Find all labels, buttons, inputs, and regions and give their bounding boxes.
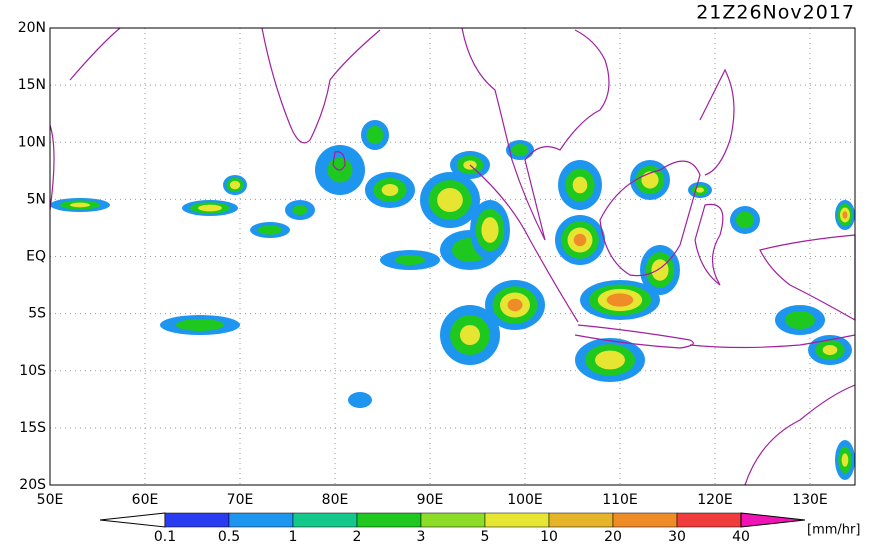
lat-label: 10S [19, 363, 46, 379]
rain-cell [511, 144, 529, 156]
rain-cell [785, 311, 815, 329]
lat-label: EQ [26, 249, 46, 265]
rain-cell [696, 187, 704, 193]
coastline [49, 124, 55, 211]
colorbar-box [612, 512, 678, 528]
coastline [524, 29, 610, 241]
colorbar-box [356, 512, 422, 528]
rain-cell [229, 180, 241, 190]
rain-cell [348, 392, 372, 408]
lat-label: 5S [28, 306, 46, 322]
rain-cell [842, 211, 848, 219]
rain-cell [198, 204, 222, 212]
colorbar-box [228, 512, 294, 528]
rain-cell [381, 184, 399, 196]
colorbar-label: 0.1 [154, 529, 176, 544]
coastline [469, 164, 579, 323]
colorbar-box [548, 512, 614, 528]
coastline [574, 324, 694, 349]
rain-cell [395, 255, 425, 265]
coastline [694, 203, 724, 286]
coastline [332, 151, 346, 171]
rain-cell [70, 202, 90, 208]
coastlines [49, 27, 856, 486]
rain-cell [572, 176, 588, 194]
rain-cell [606, 293, 634, 307]
lat-label: 5N [27, 191, 46, 207]
coastline [461, 27, 546, 241]
colorbar-high-triangle [740, 512, 806, 528]
rain-cell [822, 345, 838, 355]
rain-cell [437, 188, 463, 212]
colorbar-box [676, 512, 742, 528]
rain-cell [651, 259, 669, 281]
rain-cell [176, 319, 224, 331]
colorbar-unit: [mm/hr] [807, 523, 860, 538]
colorbar-box [164, 512, 230, 528]
colorbar-box [484, 512, 550, 528]
map-frame [49, 27, 856, 486]
lon-label: 120E [697, 492, 733, 508]
lat-label: 20N [18, 20, 46, 36]
colorbar-label: 20 [604, 529, 622, 544]
colorbar-box [420, 512, 486, 528]
rain-cell [292, 205, 308, 215]
rain-cell [460, 325, 480, 345]
colorbar-label: 1 [289, 529, 298, 544]
colorbar-label: 10 [540, 529, 558, 544]
colorbar-label: 30 [668, 529, 686, 544]
coastline [599, 160, 701, 277]
coastline [689, 334, 856, 349]
rain-cell [481, 217, 499, 243]
colorbar-label: 0.5 [218, 529, 240, 544]
colorbar: 0.1 0.5 1 2 3 5 10 20 30 40 [mm/hr] [99, 512, 860, 544]
coastline [69, 27, 121, 81]
lon-label: 110E [602, 492, 638, 508]
lat-label: 20S [19, 477, 46, 493]
lon-label: 90E [417, 492, 444, 508]
rain-cell [595, 350, 625, 370]
colorbar-label: 2 [353, 529, 362, 544]
lat-label: 10N [18, 134, 46, 150]
rain-cell [736, 211, 754, 229]
colorbar-label: 3 [417, 529, 426, 544]
colorbar-label: 5 [481, 529, 490, 544]
map-title: 21Z26Nov2017 [696, 2, 855, 24]
coastline [699, 68, 735, 176]
rain-field [50, 120, 855, 480]
lon-label: 60E [132, 492, 159, 508]
rain-cell [507, 298, 523, 312]
lon-label: 70E [227, 492, 254, 508]
colorbar-box [292, 512, 358, 528]
colorbar-label: 40 [732, 529, 750, 544]
coastline [744, 384, 856, 486]
coastline [759, 234, 856, 322]
lon-label: 100E [507, 492, 543, 508]
grid [50, 28, 855, 485]
lon-label: 130E [792, 492, 828, 508]
lon-label: 50E [37, 492, 64, 508]
rain-cell [366, 126, 384, 144]
lat-label: 15N [18, 77, 46, 93]
rain-cell [258, 225, 282, 235]
lat-label: 15S [19, 420, 46, 436]
rain-cell [841, 453, 849, 467]
rain-cell [573, 233, 587, 247]
coastline [261, 27, 381, 144]
rain-cell [641, 171, 659, 189]
lon-label: 80E [322, 492, 349, 508]
